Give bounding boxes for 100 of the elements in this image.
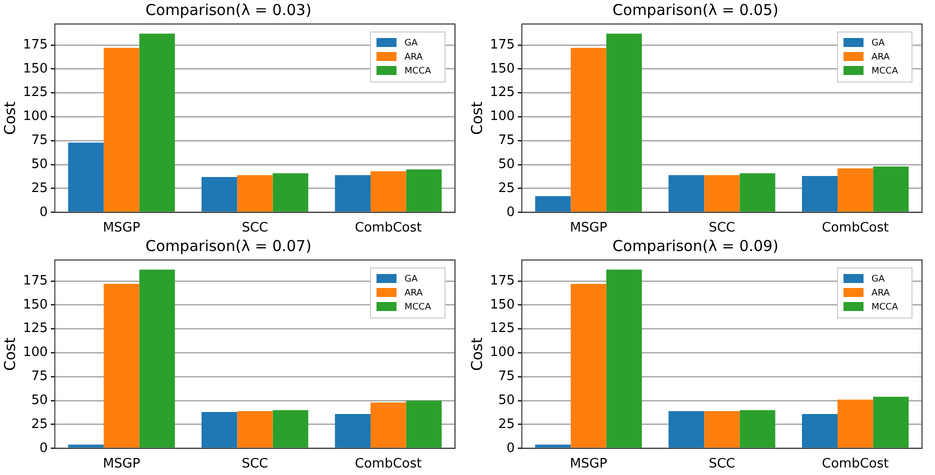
y-tick-label: 0 <box>506 204 515 220</box>
x-tick-label: MSGP <box>102 456 140 472</box>
chart-title: Comparison(λ = 0.07) <box>146 236 312 255</box>
y-tick-label: 0 <box>506 440 515 456</box>
chart-title: Comparison(λ = 0.03) <box>146 0 312 19</box>
y-tick-label: 75 <box>498 133 515 148</box>
bar <box>535 444 571 448</box>
y-tick-label: 150 <box>490 297 515 312</box>
chart-title: Comparison(λ = 0.05) <box>612 0 778 19</box>
x-tick-label: MSGP <box>570 220 608 236</box>
y-axis-title: Cost <box>0 337 19 371</box>
legend-label: ARA <box>404 52 424 62</box>
y-tick-label: 175 <box>22 37 48 52</box>
y-tick-label: 150 <box>22 297 48 312</box>
bar <box>704 411 740 448</box>
y-tick-label: 50 <box>498 156 515 172</box>
bar <box>740 173 776 212</box>
y-tick-label: 25 <box>498 180 515 196</box>
bar <box>334 175 371 212</box>
x-tick-label: CombCost <box>354 220 422 236</box>
x-tick-label: SCC <box>242 220 268 236</box>
bar <box>838 168 874 212</box>
bar <box>570 48 606 212</box>
y-axis-title: Cost <box>0 101 19 135</box>
bar <box>873 396 909 448</box>
bar <box>237 411 273 448</box>
x-tick-label: SCC <box>242 456 268 472</box>
y-tick-label: 25 <box>31 180 48 196</box>
legend-label: ARA <box>872 288 891 298</box>
y-tick-label: 150 <box>22 61 48 76</box>
x-tick-label: CombCost <box>354 456 422 472</box>
legend-label: ARA <box>872 52 891 62</box>
legend-label: MCCA <box>404 66 432 76</box>
bar <box>104 48 140 212</box>
bar <box>802 414 838 448</box>
x-tick-label: MSGP <box>570 456 608 472</box>
y-tick-label: 125 <box>490 321 515 336</box>
bar <box>370 402 406 448</box>
y-tick-label: 125 <box>490 85 515 100</box>
legend-label: MCCA <box>404 302 432 312</box>
legend-label: ARA <box>404 288 424 298</box>
y-axis-title: Cost <box>468 337 486 371</box>
y-tick-label: 100 <box>490 109 515 124</box>
y-tick-label: 125 <box>22 85 48 100</box>
y-tick-label: 25 <box>31 416 48 432</box>
bar <box>68 142 104 212</box>
x-tick-label: CombCost <box>822 220 889 236</box>
y-tick-label: 150 <box>490 61 515 76</box>
x-tick-label: CombCost <box>822 456 889 472</box>
legend-label: GA <box>872 274 886 284</box>
bar <box>740 410 776 448</box>
bar <box>202 177 238 212</box>
y-tick-label: 0 <box>40 204 48 220</box>
legend-label: MCCA <box>872 302 899 312</box>
bar <box>570 284 606 448</box>
y-tick-label: 25 <box>498 416 515 432</box>
y-tick-label: 0 <box>40 440 48 456</box>
bar <box>104 284 140 448</box>
legend-label: GA <box>404 38 418 48</box>
bar <box>406 400 442 448</box>
y-tick-label: 175 <box>22 273 48 288</box>
bar <box>68 444 104 448</box>
bar <box>334 414 371 448</box>
y-tick-label: 100 <box>490 345 515 360</box>
y-tick-label: 75 <box>31 133 48 148</box>
bar <box>668 175 704 212</box>
bar <box>202 412 238 448</box>
bar <box>704 175 740 212</box>
y-tick-label: 100 <box>22 345 48 360</box>
legend-label: MCCA <box>872 66 899 76</box>
y-tick-label: 175 <box>490 37 515 52</box>
bar <box>606 270 642 448</box>
bar <box>272 173 308 212</box>
bar <box>370 171 406 212</box>
y-tick-label: 100 <box>22 109 48 124</box>
bar <box>873 166 909 212</box>
bar <box>535 196 571 212</box>
bar <box>272 410 308 448</box>
bar <box>406 169 442 212</box>
bar <box>139 34 175 212</box>
legend-label: GA <box>872 38 886 48</box>
y-tick-label: 125 <box>22 321 48 336</box>
y-axis-title: Cost <box>468 101 486 135</box>
bar <box>139 270 175 448</box>
legend-label: GA <box>404 274 418 284</box>
bar <box>802 176 838 212</box>
bar <box>838 400 874 448</box>
bar <box>668 411 704 448</box>
chart-title: Comparison(λ = 0.09) <box>612 236 778 255</box>
y-tick-label: 175 <box>490 273 515 288</box>
y-tick-label: 75 <box>498 369 515 384</box>
x-tick-label: MSGP <box>102 220 140 236</box>
y-tick-label: 50 <box>498 392 515 408</box>
y-tick-label: 50 <box>31 392 48 408</box>
y-tick-label: 75 <box>31 369 48 384</box>
y-tick-label: 50 <box>31 156 48 172</box>
x-tick-label: SCC <box>708 220 736 236</box>
bar <box>606 34 642 212</box>
bar <box>237 175 273 212</box>
x-tick-label: SCC <box>708 456 736 472</box>
